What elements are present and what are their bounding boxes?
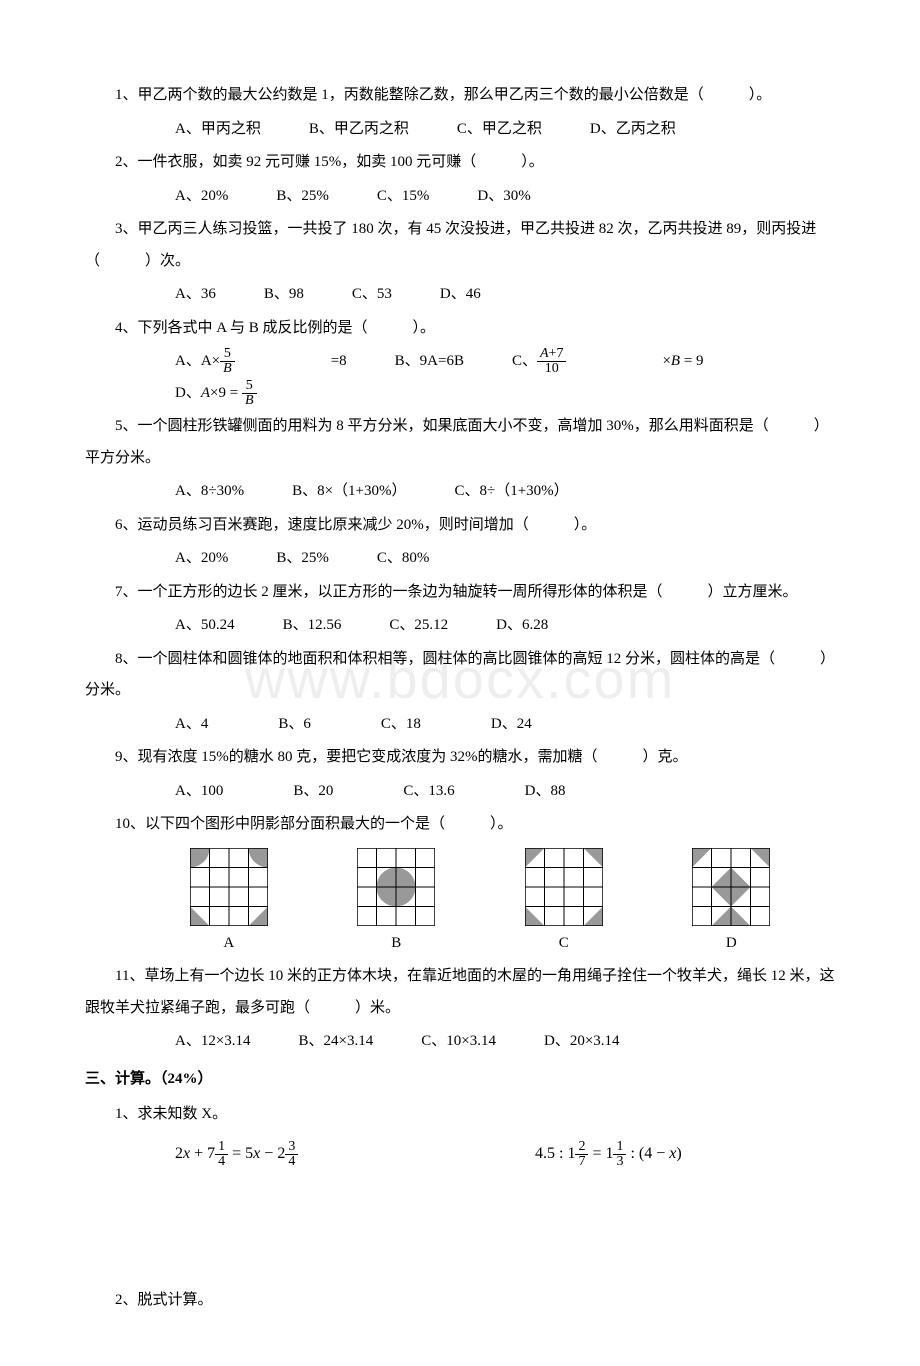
opt-2: C、53 [352,279,392,311]
opt-2: C、18 [381,709,421,741]
opt-c: C、A+710×B = 9 [512,346,704,378]
equations-row: 2x + 714 = 5x − 234 4.5 : 127 = 113 : (4… [85,1137,835,1171]
opt-1: B、甲乙丙之积 [309,114,409,146]
opt-2: C、8÷（1+30%） [454,476,568,508]
opt-1: B、98 [264,279,304,311]
sub-question-1: 1、求未知数 X。 [85,1099,835,1131]
options-8: A、4 B、6 C、18 D、24 [85,709,835,741]
opt-2: C、80% [377,543,430,575]
equation-1: 2x + 714 = 5x − 234 [175,1137,475,1171]
options-7: A、50.24 B、12.56 C、25.12 D、6.28 [85,610,835,642]
opt-0: A、50.24 [175,610,235,642]
options-5: A、8÷30% B、8×（1+30%） C、8÷（1+30%） [85,476,835,508]
opt-1: B、25% [276,543,329,575]
opt-1: B、6 [278,709,311,741]
options-2: A、20% B、25% C、15% D、30% [85,181,835,213]
question-11: 11、草场上有一个边长 10 米的正方体木块，在靠近地面的木屋的一角用绳子拴住一… [85,961,835,1024]
opt-3: D、88 [525,776,566,808]
opt-0: A、8÷30% [175,476,244,508]
opt-2: C、甲乙之积 [457,114,542,146]
options-6: A、20% B、25% C、80% [85,543,835,575]
options-9: A、100 B、20 C、13.6 D、88 [85,776,835,808]
opt-3: D、乙丙之积 [590,114,676,146]
opt-0: A、20% [175,543,228,575]
opt-1: B、12.56 [283,610,342,642]
question-10: 10、以下四个图形中阴影部分面积最大的一个是（ ）。 [85,809,835,841]
opt-1: B、8×（1+30%） [292,476,406,508]
section-title: 三、计算。（24%） [85,1064,835,1096]
figure-a: A [190,848,268,960]
opt-3: D、30% [477,181,530,213]
opt-1: B、25% [276,181,329,213]
equation-2: 4.5 : 127 = 113 : (4 − x) [475,1137,835,1171]
question-5: 5、一个圆柱形铁罐侧面的用料为 8 平方分米，如果底面大小不变，高增加 30%，… [85,411,835,474]
opt-3: D、46 [440,279,481,311]
question-9: 9、现有浓度 15%的糖水 80 克，要把它变成浓度为 32%的糖水，需加糖（ … [85,742,835,774]
opt-0: A、36 [175,279,216,311]
options-11: A、12×3.14 B、24×3.14 C、10×3.14 D、20×3.14 [85,1026,835,1058]
opt-0: A、4 [175,709,208,741]
opt-0: A、甲丙之积 [175,114,261,146]
opt-a: A、A×5B=8 [175,346,347,378]
options-3: A、36 B、98 C、53 D、46 [85,279,835,311]
opt-2: C、10×3.14 [421,1026,496,1058]
opt-3: D、24 [491,709,532,741]
opt-0: A、20% [175,181,228,213]
opt-2: C、13.6 [403,776,454,808]
opt-3: D、20×3.14 [544,1026,620,1058]
opt-2: C、25.12 [389,610,448,642]
opt-1: B、20 [293,776,333,808]
options-1: A、甲丙之积 B、甲乙丙之积 C、甲乙之积 D、乙丙之积 [85,114,835,146]
questions-list: 1、甲乙两个数的最大公约数是 1，丙数能整除乙数，那么甲乙丙三个数的最小公倍数是… [85,80,835,1058]
question-8: 8、一个圆柱体和圆锥体的地面积和体积相等，圆柱体的高比圆锥体的高短 12 分米，… [85,644,835,707]
question-1: 1、甲乙两个数的最大公约数是 1，丙数能整除乙数，那么甲乙丙三个数的最小公倍数是… [85,80,835,112]
opt-d: D、A×9 = 5B [175,378,353,410]
question-3: 3、甲乙丙三人练习投篮，一共投了 180 次，有 45 次没投进，甲乙共投进 8… [85,214,835,277]
opt-3: D、6.28 [496,610,548,642]
opt-2: C、15% [377,181,430,213]
question-4: 4、下列各式中 A 与 B 成反比例的是（ ）。 [85,313,835,345]
opt-b: B、9A=6B [395,346,464,378]
sub-question-2: 2、脱式计算。 [85,1285,835,1317]
question-6: 6、运动员练习百米赛跑，速度比原来减少 20%，则时间增加（ ）。 [85,510,835,542]
opt-0: A、100 [175,776,223,808]
question-2: 2、一件衣服，如卖 92 元可赚 15%，如卖 100 元可赚（ ）。 [85,147,835,179]
options-4: A、A×5B=8 B、9A=6B C、A+710×B = 9 D、A×9 = 5B [85,346,835,409]
opt-1: B、24×3.14 [299,1026,374,1058]
question-7: 7、一个正方形的边长 2 厘米，以正方形的一条边为轴旋转一周所得形体的体积是（ … [85,577,835,609]
figures-row: ABCD [85,843,835,962]
figure-c: C [525,848,603,960]
figure-d: D [692,848,770,960]
opt-0: A、12×3.14 [175,1026,251,1058]
figure-b: B [357,848,435,960]
